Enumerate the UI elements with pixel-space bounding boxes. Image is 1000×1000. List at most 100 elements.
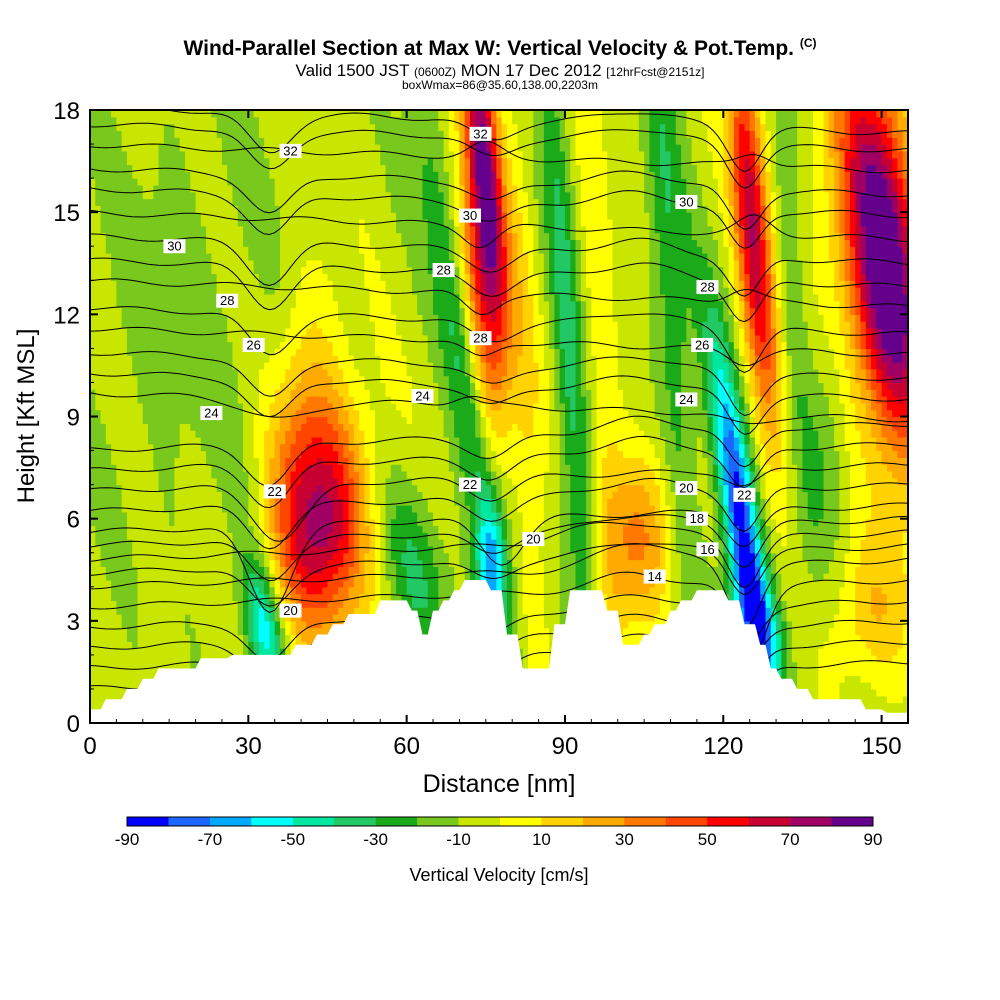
- velocity-cell: [301, 525, 307, 533]
- velocity-cell: [301, 402, 307, 411]
- velocity-cell: [206, 545, 212, 554]
- velocity-cell: [116, 450, 123, 458]
- velocity-cell: [179, 171, 186, 179]
- velocity-cell: [221, 470, 228, 479]
- velocity-cell: [142, 443, 149, 452]
- velocity-cell: [227, 579, 234, 588]
- velocity-cell: [269, 293, 276, 302]
- velocity-cell: [322, 287, 329, 295]
- velocity-cell: [269, 355, 276, 363]
- velocity-cell: [148, 661, 154, 670]
- velocity-cell: [322, 627, 329, 636]
- velocity-cell: [253, 525, 260, 533]
- velocity-cell: [306, 573, 313, 581]
- velocity-cell: [206, 137, 212, 145]
- velocity-cell: [227, 150, 234, 159]
- velocity-cell: [137, 443, 144, 452]
- velocity-cell: [216, 321, 223, 329]
- velocity-cell: [369, 273, 376, 281]
- velocity-cell: [216, 559, 223, 567]
- velocity-cell: [327, 470, 334, 479]
- velocity-cell: [285, 396, 292, 404]
- velocity-cell: [105, 293, 112, 302]
- velocity-cell: [258, 409, 265, 418]
- velocity-cell: [174, 518, 181, 527]
- velocity-cell: [258, 110, 265, 118]
- velocity-cell: [184, 491, 191, 499]
- velocity-cell: [200, 198, 207, 206]
- velocity-cell: [359, 382, 366, 390]
- velocity-cell: [364, 259, 371, 268]
- velocity-cell: [184, 484, 191, 493]
- velocity-cell: [332, 477, 339, 486]
- velocity-cell: [184, 457, 191, 465]
- velocity-cell: [374, 362, 381, 370]
- velocity-cell: [111, 566, 117, 574]
- velocity-cell: [369, 334, 376, 343]
- velocity-cell: [348, 123, 355, 132]
- velocity-cell: [327, 389, 334, 397]
- velocity-cell: [158, 116, 165, 125]
- velocity-cell: [148, 416, 154, 424]
- velocity-cell: [184, 212, 191, 220]
- velocity-cell: [137, 178, 144, 186]
- velocity-cell: [285, 634, 292, 642]
- velocity-cell: [100, 368, 107, 377]
- velocity-cell: [116, 559, 123, 567]
- velocity-cell: [100, 593, 107, 601]
- velocity-cell: [105, 539, 112, 547]
- velocity-cell: [258, 525, 265, 533]
- velocity-cell: [227, 634, 234, 642]
- velocity-cell: [332, 614, 339, 622]
- velocity-cell: [105, 389, 112, 397]
- velocity-cell: [142, 287, 149, 295]
- velocity-cell: [353, 137, 360, 145]
- velocity-cell: [285, 416, 292, 424]
- velocity-cell: [158, 484, 165, 493]
- velocity-cell: [174, 382, 181, 390]
- velocity-cell: [126, 293, 133, 302]
- velocity-cell: [285, 334, 292, 343]
- velocity-cell: [216, 457, 223, 465]
- velocity-cell: [195, 511, 202, 520]
- copyright-mark: (C): [799, 36, 817, 50]
- velocity-cell: [301, 443, 307, 452]
- velocity-cell: [227, 464, 234, 472]
- velocity-cell: [327, 266, 334, 275]
- velocity-cell: [105, 566, 112, 574]
- velocity-cell: [158, 654, 165, 663]
- velocity-cell: [105, 171, 112, 179]
- velocity-cell: [338, 470, 344, 479]
- velocity-cell: [174, 137, 181, 145]
- velocity-cell: [163, 450, 170, 458]
- velocity-cell: [243, 423, 249, 431]
- velocity-cell: [221, 259, 228, 268]
- velocity-cell: [221, 191, 228, 200]
- velocity-cell: [369, 259, 376, 268]
- velocity-cell: [327, 362, 334, 370]
- velocity-cell: [179, 368, 186, 377]
- velocity-cell: [132, 668, 139, 676]
- velocity-cell: [374, 307, 381, 315]
- velocity-cell: [105, 573, 112, 581]
- velocity-cell: [316, 593, 323, 601]
- velocity-cell: [311, 525, 318, 533]
- velocity-cell: [221, 232, 228, 241]
- velocity-cell: [195, 484, 202, 493]
- velocity-cell: [327, 457, 334, 465]
- velocity-cell: [153, 436, 160, 445]
- velocity-cell: [163, 641, 170, 649]
- velocity-cell: [95, 600, 102, 608]
- velocity-cell: [301, 470, 307, 479]
- velocity-cell: [301, 171, 307, 179]
- velocity-cell: [353, 552, 360, 561]
- velocity-cell: [100, 110, 107, 118]
- velocity-cell: [374, 273, 381, 281]
- velocity-cell: [221, 430, 228, 438]
- velocity-cell: [316, 293, 323, 302]
- velocity-cell: [290, 593, 297, 601]
- velocity-cell: [301, 362, 307, 370]
- velocity-cell: [137, 368, 144, 377]
- velocity-cell: [184, 266, 191, 275]
- velocity-cell: [243, 416, 249, 424]
